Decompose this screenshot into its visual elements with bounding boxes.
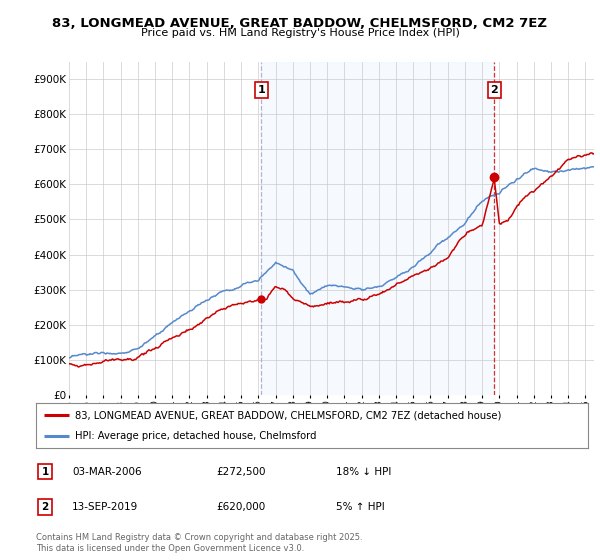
Text: 2: 2 xyxy=(490,85,498,95)
Text: 83, LONGMEAD AVENUE, GREAT BADDOW, CHELMSFORD, CM2 7EZ: 83, LONGMEAD AVENUE, GREAT BADDOW, CHELM… xyxy=(53,17,548,30)
Text: HPI: Average price, detached house, Chelmsford: HPI: Average price, detached house, Chel… xyxy=(74,431,316,441)
Text: Contains HM Land Registry data © Crown copyright and database right 2025.
This d: Contains HM Land Registry data © Crown c… xyxy=(36,533,362,553)
Bar xyxy=(261,62,494,395)
Text: Price paid vs. HM Land Registry's House Price Index (HPI): Price paid vs. HM Land Registry's House … xyxy=(140,28,460,38)
Text: 5% ↑ HPI: 5% ↑ HPI xyxy=(336,502,385,512)
Text: 83, LONGMEAD AVENUE, GREAT BADDOW, CHELMSFORD, CM2 7EZ (detached house): 83, LONGMEAD AVENUE, GREAT BADDOW, CHELM… xyxy=(74,410,501,421)
Text: 2: 2 xyxy=(41,502,49,512)
Text: 1: 1 xyxy=(257,85,265,95)
Text: £272,500: £272,500 xyxy=(216,466,265,477)
Text: 13-SEP-2019: 13-SEP-2019 xyxy=(72,502,138,512)
Text: £620,000: £620,000 xyxy=(216,502,265,512)
Text: 18% ↓ HPI: 18% ↓ HPI xyxy=(336,466,391,477)
Text: 03-MAR-2006: 03-MAR-2006 xyxy=(72,466,142,477)
Text: 1: 1 xyxy=(41,466,49,477)
